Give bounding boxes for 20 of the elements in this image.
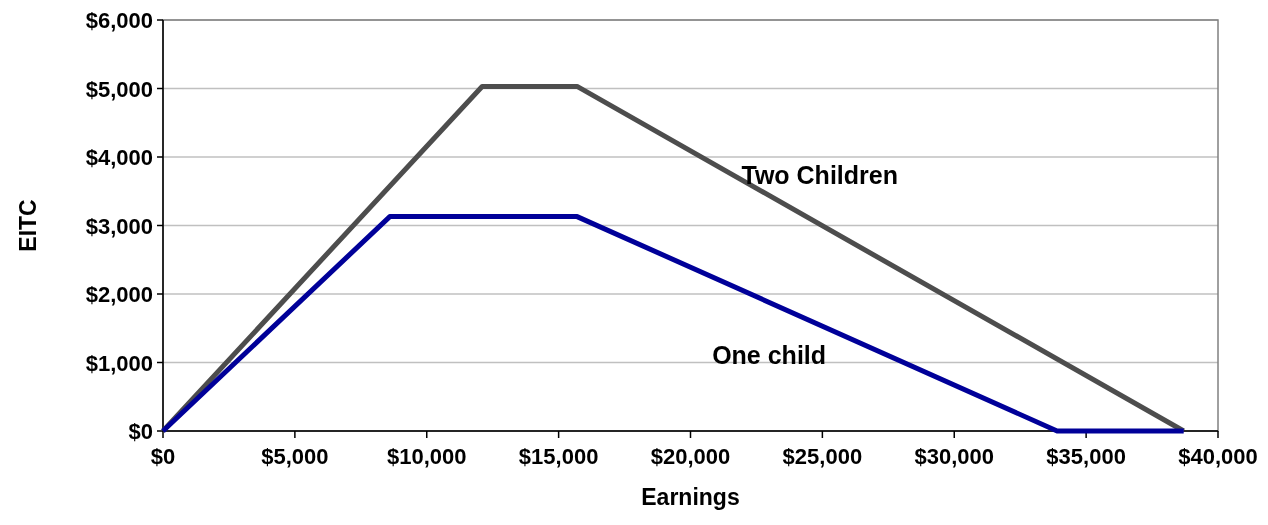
x-tick-label: $10,000 [386, 444, 467, 469]
x-tick-label: $30,000 [914, 444, 995, 469]
x-axis-title: Earnings [641, 484, 740, 510]
x-tick-label: $20,000 [650, 444, 731, 469]
x-tick-label: $0 [150, 444, 176, 469]
series-label: One child [712, 341, 827, 370]
y-tick-label: $3,000 [85, 213, 153, 239]
y-tick-label: $4,000 [85, 145, 153, 170]
y-tick-label: $1,000 [85, 350, 153, 376]
y-tick-label: $0 [128, 419, 153, 444]
x-tick-label: $25,000 [782, 444, 863, 469]
x-tick-label: $40,000 [1178, 444, 1258, 469]
x-tick-label: $5,000 [261, 444, 329, 469]
y-axis-title: EITC [15, 199, 41, 252]
y-tick-label: $2,000 [85, 282, 153, 307]
y-tick-label: $6,000 [85, 8, 153, 33]
x-tick-label: $15,000 [518, 444, 599, 469]
y-tick-label: $5,000 [85, 76, 153, 102]
x-tick-label: $35,000 [1046, 444, 1126, 469]
series-label: Two Children [741, 161, 898, 190]
